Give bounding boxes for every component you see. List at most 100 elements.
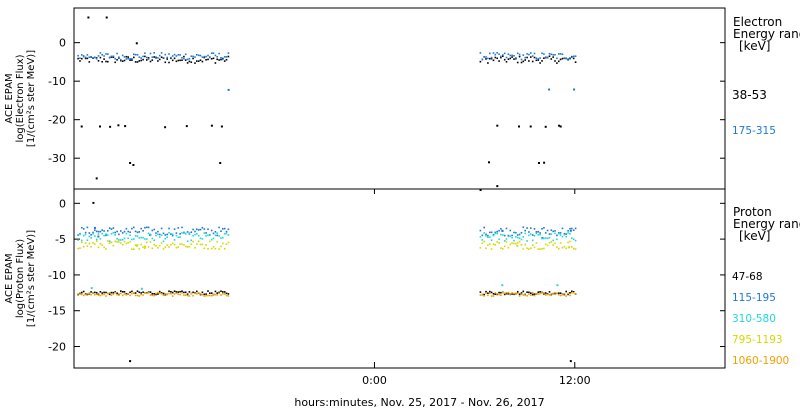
proton-series-795-1193-point: [166, 244, 168, 246]
proton-series-115-195-point: [554, 230, 556, 232]
proton-series-310-580-point: [227, 234, 230, 236]
proton-series-47-68-point: [184, 291, 187, 294]
proton-series-1060-1900-point: [133, 292, 135, 294]
proton-series-795-1193-point: [107, 240, 109, 242]
proton-series-1060-1900-point: [505, 291, 508, 294]
proton-series-795-1193-point: [574, 248, 577, 250]
proton-series-795-1193-point: [554, 242, 556, 245]
proton-series-115-195-point: [550, 229, 553, 231]
proton-series-47-68-point: [175, 291, 178, 293]
proton-series-310-580-point: [203, 232, 206, 234]
electron-series-175-315-point: [214, 54, 217, 57]
proton-series-795-1193-point: [483, 240, 485, 243]
proton-series-310-580-point: [520, 238, 523, 241]
electron-series-38-53-point: [171, 59, 174, 62]
electron-legend-header-line: [keV]: [739, 39, 770, 53]
proton-series-47-68-point: [188, 291, 191, 293]
proton-series-47-68-point: [108, 293, 111, 296]
proton-series-115-195-point: [516, 234, 519, 236]
proton-series-1060-1900-point: [171, 295, 174, 297]
proton-series-1060-1900-point: [541, 292, 543, 294]
proton-series-795-1193-point: [541, 247, 543, 250]
proton-series-115-195-point: [546, 229, 549, 232]
electron-series-38-53-point: [87, 16, 90, 19]
proton-series-795-1193-point: [173, 243, 176, 246]
proton-series-115-195-point: [513, 231, 515, 234]
proton-series-310-580-point: [539, 233, 541, 236]
electron-series-38-53-point: [218, 59, 220, 61]
proton-ytick-label: -10: [48, 269, 66, 282]
proton-series-795-1193-point: [556, 246, 558, 248]
electron-series-175-315-point: [505, 56, 508, 59]
proton-series-795-1193-point: [216, 240, 218, 243]
proton-series-310-580-point: [170, 232, 172, 235]
electron-series-38-53-point: [225, 58, 228, 61]
electron-series-175-315-point: [503, 52, 506, 55]
proton-series-795-1193-point: [162, 248, 165, 250]
electron-series-38-53-point: [86, 57, 89, 60]
electron-series-38-53-point: [164, 61, 167, 64]
electron-series-38-53-point: [544, 125, 547, 128]
proton-series-795-1193-point: [572, 247, 575, 250]
proton-series-310-580-point: [112, 232, 115, 234]
proton-series-115-195-point: [112, 227, 115, 229]
proton-series-47-68-point: [121, 291, 124, 293]
electron-series-175-315-point: [496, 52, 498, 54]
electron-series-175-315-point: [548, 88, 551, 91]
proton-series-1060-1900-point: [99, 294, 102, 297]
proton-series-47-68-point: [227, 293, 230, 295]
electron-series-175-315-point: [121, 54, 124, 57]
proton-series-310-580-point: [160, 234, 163, 236]
electron-series-38-53-point: [103, 58, 105, 60]
electron-series-38-53-point: [543, 57, 545, 59]
proton-series-310-580-point: [82, 234, 85, 237]
proton-series-1060-1900-point: [121, 294, 124, 297]
electron-series-38-53-point: [496, 185, 499, 188]
electron-series-38-53-point: [132, 164, 135, 166]
proton-series-115-195-point: [84, 231, 87, 234]
proton-series-115-195-point: [158, 233, 161, 236]
proton-series-1060-1900-point: [108, 292, 111, 294]
electron-series-175-315-point: [127, 57, 129, 60]
proton-series-115-195-point: [225, 230, 228, 233]
electron-series-38-53-point: [490, 57, 493, 60]
proton-series-795-1193-point: [559, 242, 562, 244]
proton-series-1060-1900-point: [487, 294, 489, 297]
electron-series-38-53-point: [135, 42, 138, 45]
proton-series-47-68-point: [533, 293, 536, 295]
electron-series-175-315-point: [171, 55, 174, 57]
proton-series-47-68-point: [177, 291, 180, 293]
electron-series-175-315-point: [550, 53, 553, 56]
proton-series-795-1193-point: [561, 246, 564, 249]
electron-series-38-53-point: [518, 55, 521, 58]
proton-series-795-1193-point: [77, 247, 79, 250]
proton-series-310-580-point: [184, 232, 187, 235]
proton-series-115-195-point: [134, 230, 137, 233]
proton-series-115-195-point: [151, 229, 154, 232]
electron-series-175-315-point: [196, 54, 198, 56]
electron-series-175-315-point: [125, 58, 128, 60]
proton-series-47-68-point: [210, 292, 213, 294]
proton-series-1060-1900-point: [94, 293, 96, 296]
proton-series-795-1193-point: [134, 244, 137, 246]
proton-plot-frame: [73, 188, 726, 369]
electron-series-38-53-point: [203, 56, 206, 59]
proton-series-115-195-point: [485, 233, 487, 236]
proton-series-1060-1900-point: [479, 294, 482, 296]
proton-series-1060-1900-point: [526, 295, 528, 297]
proton-series-795-1193-point: [222, 242, 224, 245]
proton-series-795-1193-point: [160, 242, 163, 244]
proton-ylabel-line: log(Proton Flux): [15, 239, 26, 318]
proton-series-115-195-point: [205, 232, 207, 234]
proton-series-115-195-point: [494, 231, 497, 234]
electron-series-38-53-point: [151, 59, 154, 61]
proton-series-1060-1900-point: [97, 294, 100, 296]
proton-series-47-68-point: [522, 290, 525, 293]
electron-series-175-315-point: [134, 53, 137, 56]
proton-series-1060-1900-point: [131, 292, 133, 295]
proton-series-310-580-point: [205, 235, 207, 237]
proton-series-795-1193-point: [170, 244, 172, 246]
proton-series-310-580-point: [133, 238, 135, 240]
proton-series-310-580-point: [489, 236, 491, 238]
proton-series-115-195-point: [88, 232, 91, 234]
